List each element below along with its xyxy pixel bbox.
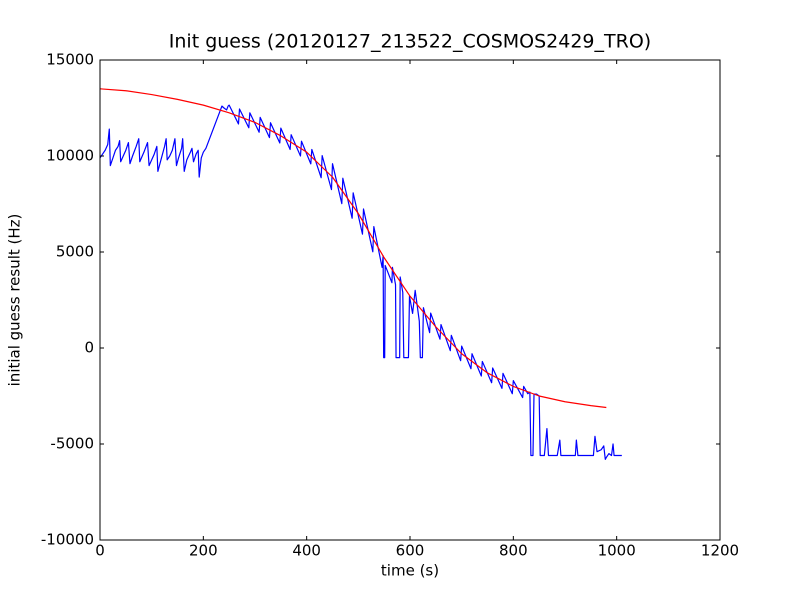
- y-tick-label: 0: [84, 339, 94, 357]
- y-tick-label: -5000: [50, 435, 94, 453]
- x-tick-label: 800: [499, 542, 528, 560]
- plot-area: [100, 88, 622, 460]
- x-axis-label: time (s): [381, 562, 439, 580]
- x-tick-label: 1000: [598, 542, 636, 560]
- x-tick-label: 400: [292, 542, 321, 560]
- data-line: [100, 88, 607, 409]
- x-tick-label: 600: [396, 542, 425, 560]
- y-tick-label: -10000: [41, 531, 94, 549]
- x-tick-label: 0: [95, 542, 105, 560]
- y-axis-label: initial guess result (Hz): [6, 214, 24, 387]
- chart-title: Init guess (20120127_213522_COSMOS2429_T…: [169, 31, 651, 53]
- y-tick-label: 5000: [56, 243, 94, 261]
- x-tick-label: 200: [189, 542, 218, 560]
- x-tick-label: 1200: [701, 542, 739, 560]
- y-tick-label: 10000: [46, 147, 94, 165]
- y-tick-label: 15000: [46, 51, 94, 69]
- data-line: [100, 104, 622, 460]
